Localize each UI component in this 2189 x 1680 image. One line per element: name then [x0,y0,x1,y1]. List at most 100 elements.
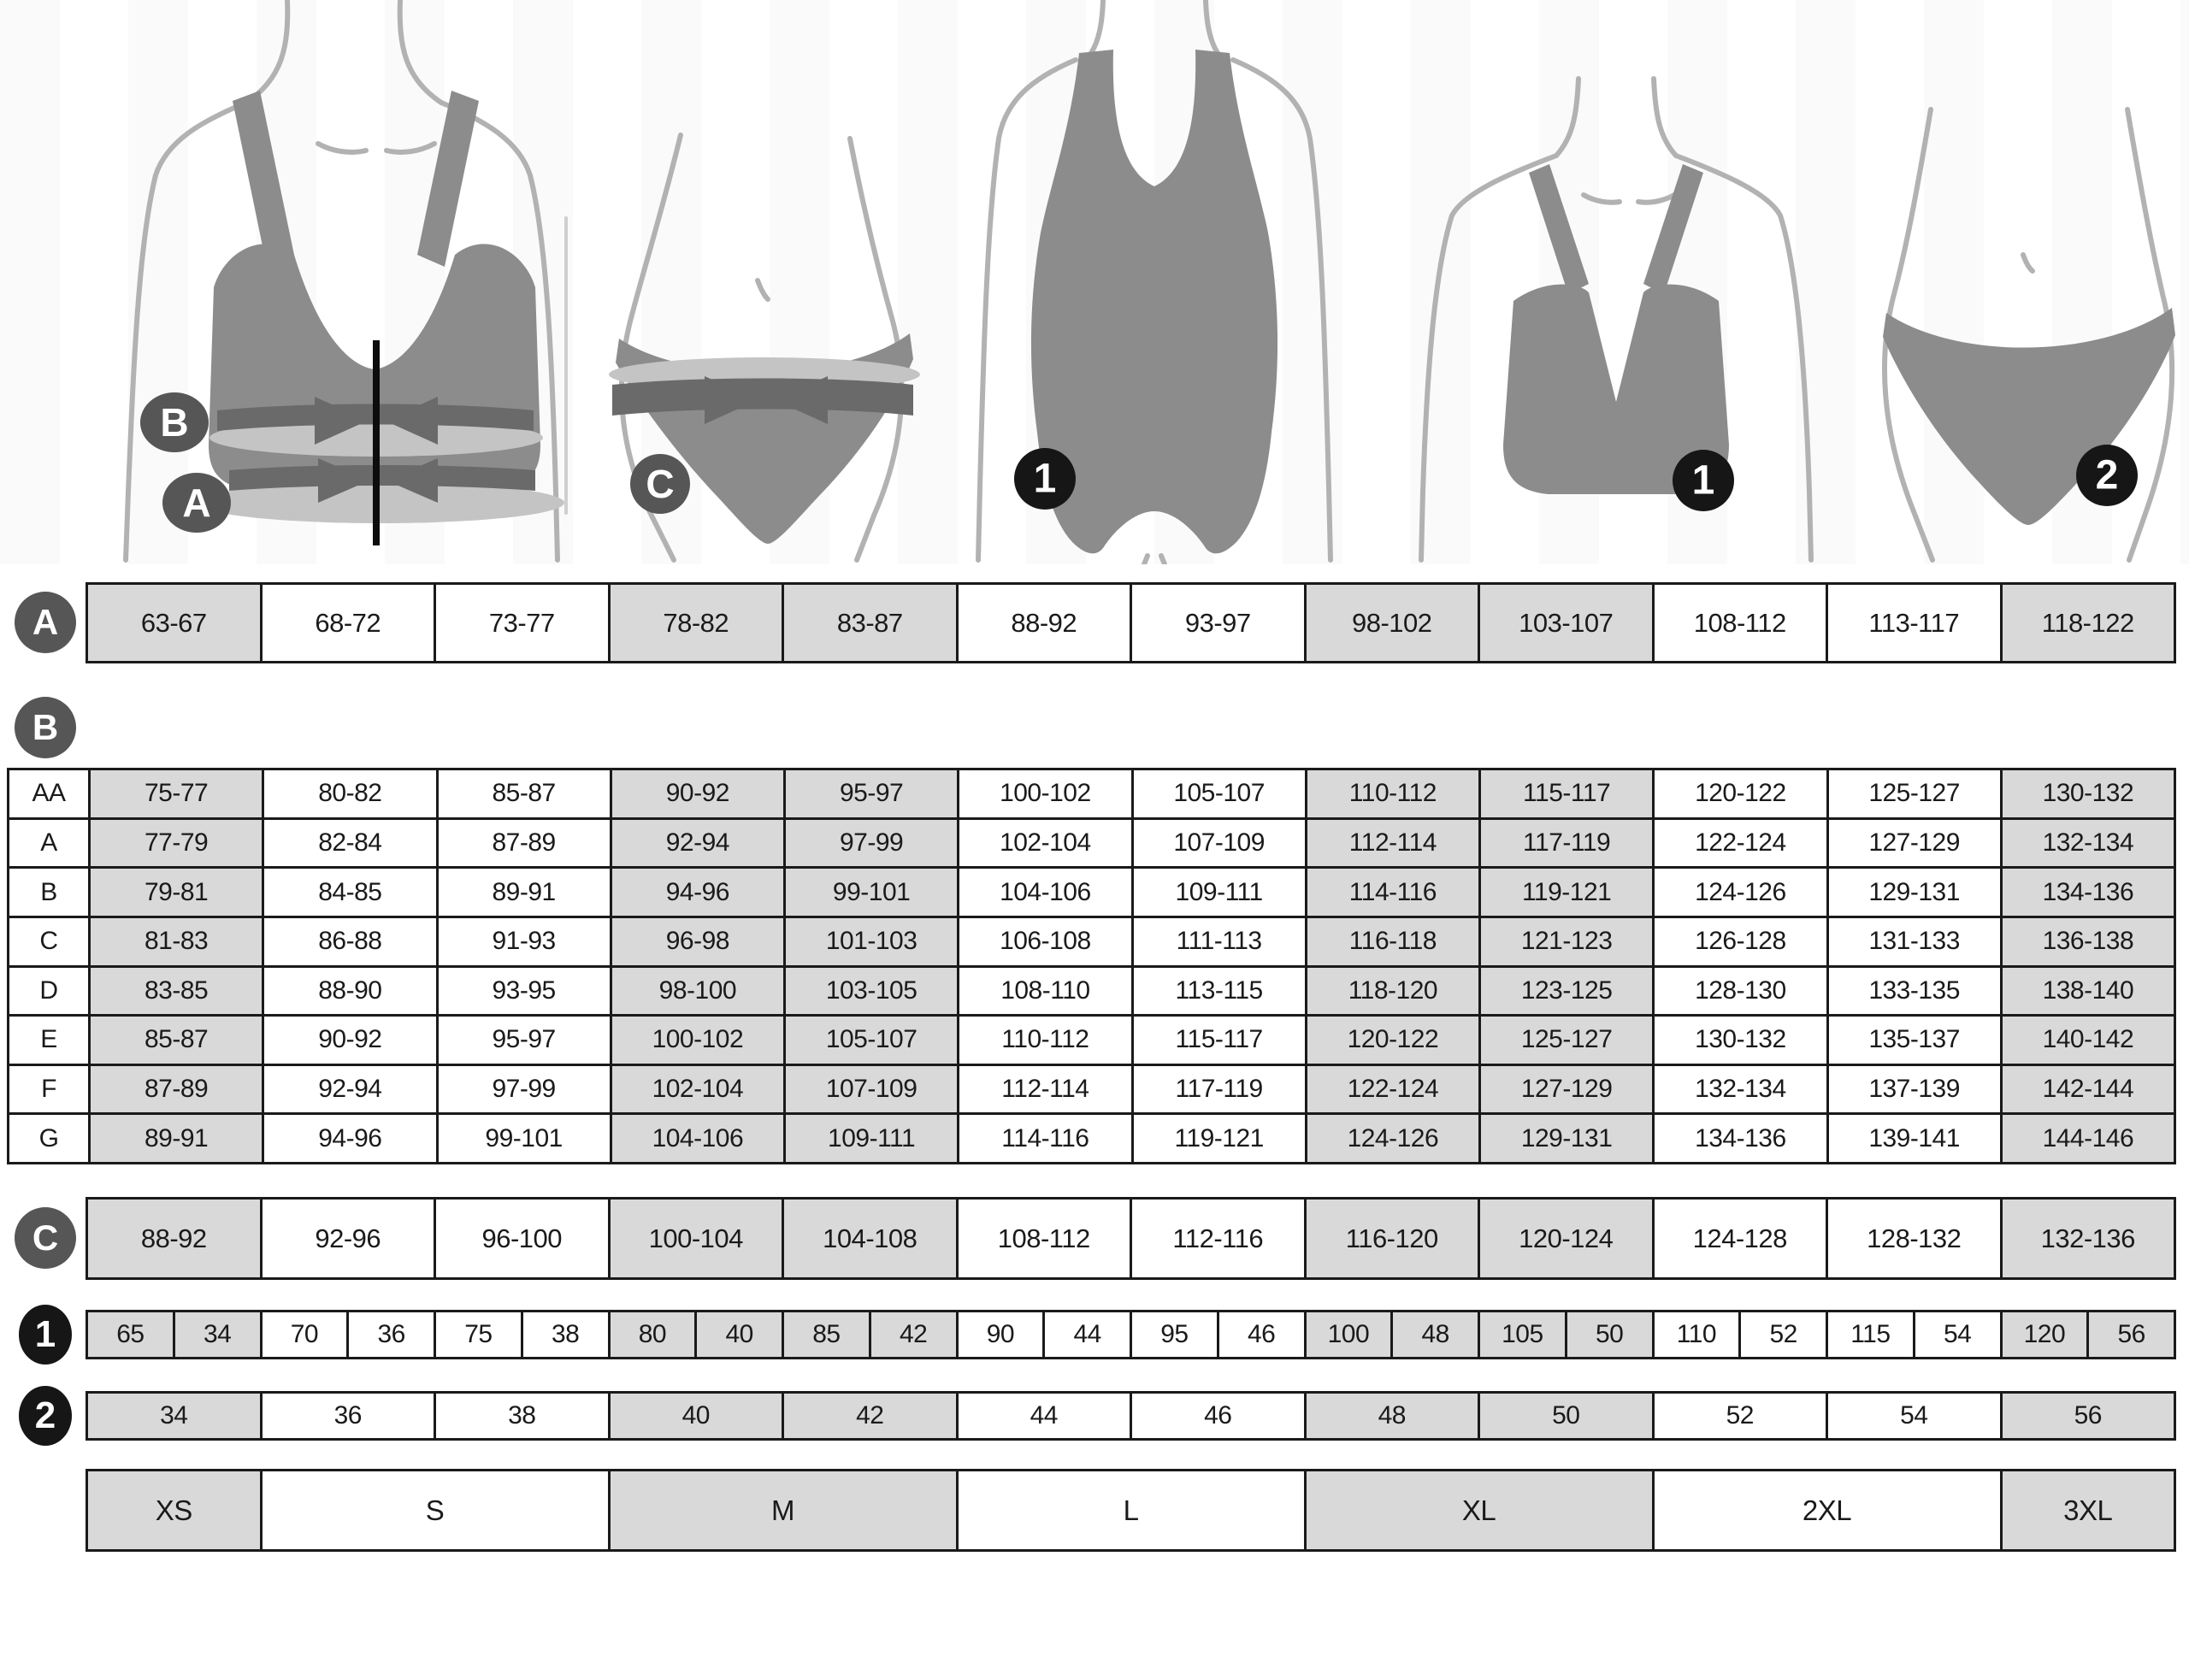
bra-size-cell: 75 [436,1312,521,1357]
bra-size-cell: 36 [349,1312,434,1357]
hips-row-table: 88-92 92-96 96-100 100-104 104-108 108-112 112… [86,1197,2176,1280]
cup-cell: 93-95 [438,967,610,1015]
cup-cell: 109-111 [786,1115,958,1162]
bra-size-cell: 70 [262,1312,347,1357]
bra-size-cell: 120 [2002,1312,2087,1357]
cup-cell: 107-109 [1133,819,1305,867]
figure-swimsuit: 1 [976,0,1333,567]
cup-cell: 135-137 [1828,1017,2000,1064]
cup-cell: 77-79 [91,819,263,867]
cup-cell: 134-136 [2002,869,2174,916]
underbust-measure-band [229,465,535,491]
cup-cell: 89-91 [438,869,610,916]
cup-cell: 95-97 [786,770,958,817]
cup-cell: 122-124 [1655,819,1826,867]
cup-cell: 130-132 [1655,1017,1826,1064]
cup-cell: 101-103 [786,917,958,965]
cup-cell: 121-123 [1481,917,1653,965]
badge-a-label: A [182,480,210,525]
cup-cell: 94-96 [611,869,783,916]
panty-size-cell: 38 [436,1394,608,1438]
cup-cell: 144-146 [2002,1115,2174,1162]
cup-cell: 81-83 [91,917,263,965]
row-badge-panty-size: 2 [19,1386,72,1446]
cup-cell: 125-127 [1481,1017,1653,1064]
panty-size-row-table: 34 36 38 40 42 44 46 48 50 52 54 56 [86,1391,2176,1441]
cup-cell: 89-91 [91,1115,263,1162]
cup-cell: 124-126 [1655,869,1826,916]
hips-cell: 116-120 [1306,1200,1478,1277]
hip-line [2125,107,2175,563]
bra-size-cell: 65 [88,1312,173,1357]
cup-cell: 107-109 [786,1065,958,1113]
neck-line [397,0,444,105]
bra-size-cell: 100 [1306,1312,1391,1357]
figure-hips-measure: C [609,133,920,563]
arrow-right-icon [705,376,758,424]
bra-size-cell: 110 [1654,1312,1739,1357]
cup-cell: 91-93 [438,917,610,965]
cup-cell: 85-87 [438,770,610,817]
size-cell: XS [88,1471,260,1549]
hips-cell: 100-104 [610,1200,782,1277]
figure-panties: 2 [1881,107,2175,563]
cup-cell: 133-135 [1828,967,2000,1015]
arrow-left-icon [775,376,828,424]
bra-size-cell: 44 [1045,1312,1130,1357]
cup-cell: 115-117 [1481,770,1653,817]
cup-cell: 117-119 [1481,819,1653,867]
cup-cell: 105-107 [1133,770,1305,817]
neck-line [244,0,291,105]
panty-size-cell: 42 [784,1394,956,1438]
badge-a-circle [162,473,231,533]
cup-cell: 87-89 [91,1065,263,1113]
hips-cell: 88-92 [88,1200,260,1277]
bra-size-cell: 90 [958,1312,1043,1357]
bra-size-cell: 38 [522,1312,608,1357]
badge-1-label: 1 [1034,457,1057,502]
panty-size-cell: 48 [1306,1394,1478,1438]
cup-cell: 96-98 [611,917,783,965]
cup-cell: 84-85 [264,869,436,916]
cup-cell: 86-88 [264,917,436,965]
size-cell: M [610,1471,956,1549]
cup-cell: 100-102 [959,770,1131,817]
bra-strap [233,91,294,267]
cup-cell: 117-119 [1133,1065,1305,1113]
size-cell: S [262,1471,608,1549]
row-badge-hips: C [15,1207,76,1269]
cup-row-label: AA [9,770,88,817]
cup-cell: 118-120 [1307,967,1478,1015]
cup-cell: 112-114 [959,1065,1131,1113]
underbust-cell: 118-122 [2002,585,2174,661]
badge-c-label: C [646,462,674,506]
neck-line [1203,0,1220,56]
underbust-row-table: 63-67 68-72 73-77 78-82 83-87 88-92 93-97 98-10… [86,582,2176,663]
arrow-right-icon [315,397,368,445]
cup-cell: 127-129 [1828,819,2000,867]
size-cell: 2XL [1654,1471,2000,1549]
cup-cell: 130-132 [2002,770,2174,817]
badge-1-circle [1014,448,1076,510]
row-badge-underbust: A [15,592,76,653]
cup-cell: 94-96 [264,1115,436,1162]
underbust-cell: 88-92 [958,585,1130,661]
cup-cell: 88-90 [264,967,436,1015]
cup-cell: 100-102 [611,1017,783,1064]
cup-row-label: G [9,1115,88,1162]
underbust-cell: 98-102 [1306,585,1478,661]
underbust-cell: 63-67 [88,585,260,661]
panty-size-cell: 34 [88,1394,260,1438]
bra-size-cell: 56 [2089,1312,2174,1357]
arm-line [123,100,249,563]
collarbone-line [384,141,437,155]
hips-cell: 108-112 [958,1200,1130,1277]
panty-size-cell: 40 [610,1394,782,1438]
cup-cell: 103-105 [786,967,958,1015]
hips-cell: 120-124 [1480,1200,1652,1277]
underbust-tape-highlight [197,482,564,523]
hips-cell: 132-136 [2002,1200,2174,1277]
arm-line [976,57,1078,563]
cup-cell: 125-127 [1828,770,2000,817]
bra-body [1503,284,1729,494]
